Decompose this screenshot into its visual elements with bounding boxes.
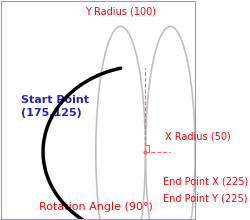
Text: End Point Y (225): End Point Y (225)	[163, 194, 248, 204]
Text: Y Radius (100): Y Radius (100)	[85, 6, 156, 16]
Text: Start Point
(175,125): Start Point (175,125)	[21, 95, 89, 118]
Text: Rotation Angle (90°): Rotation Angle (90°)	[39, 202, 153, 212]
Text: X Radius (50): X Radius (50)	[165, 132, 231, 142]
Text: End Point X (225): End Point X (225)	[163, 177, 248, 187]
